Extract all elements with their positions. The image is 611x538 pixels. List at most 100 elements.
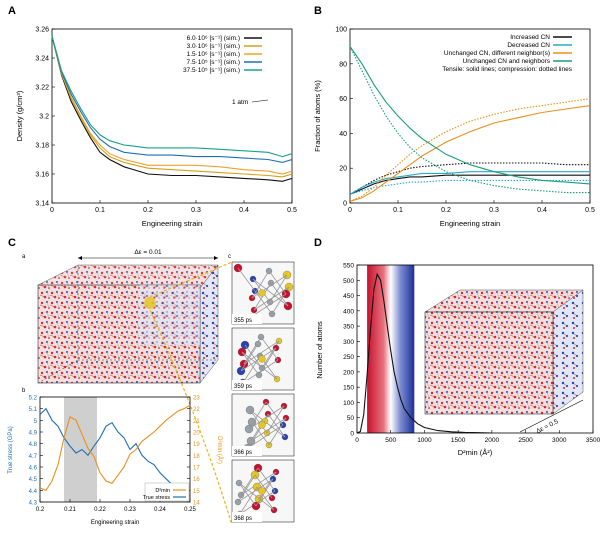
c-ytick-label: 4.6 — [29, 466, 38, 472]
b-xtick-label: 0.2 — [441, 207, 451, 214]
c-y2tick-label: 16 — [193, 477, 200, 483]
b-series-line — [349, 46, 591, 185]
panel-a-annotation: 1 atm — [232, 99, 248, 106]
d-xtick-label: 1000 — [417, 437, 432, 444]
connector-bottom — [149, 309, 233, 526]
molecular-box-d: Δε = 0.5 — [424, 289, 584, 435]
panel-b-legend-label: Unchanged CN, different neighbor(s) — [444, 50, 550, 57]
d-xtick-label: 1500 — [451, 437, 466, 444]
a-series-line — [51, 36, 293, 178]
a-ytick-label: 3.26 — [35, 27, 49, 34]
panel-c-xlabel: Engineering strain — [91, 520, 139, 526]
b-series-line — [349, 46, 590, 194]
b-xtick-label: 0.5 — [585, 207, 595, 214]
d-ytick-label: 300 — [343, 339, 354, 346]
panel-d-ylabel: Number of atoms — [315, 321, 324, 379]
molecular-box-a: Δε = 0.01 — [37, 249, 219, 384]
panel-c-sub-c: c — [228, 254, 231, 260]
d-ytick-label: 150 — [343, 385, 354, 392]
panel-a-letter: A — [8, 5, 16, 17]
c-ytick-label: 4.7 — [29, 454, 38, 460]
d-xtick-label: 3000 — [552, 437, 567, 444]
a-ytick-label: 3.2 — [39, 114, 49, 121]
c-ytick-label: 4.4 — [29, 489, 38, 495]
panel-d-chart: 0 500 1000 1500 2000 2500 3000 3500 0 50 100 150 20… — [315, 263, 601, 458]
d-ytick-label: 200 — [343, 369, 354, 376]
snapshot-time-label: 368 ps — [234, 516, 252, 522]
panel-b-xlabel: Engineering strain — [440, 219, 500, 228]
panel-b-letter: B — [314, 5, 322, 17]
panel-a-legend-label: 6.0·10⁶ [s⁻¹] (sim.) — [187, 35, 240, 42]
a-ytick-label: 3.18 — [35, 143, 49, 150]
c-series-line — [39, 404, 191, 491]
panel-c-strain-label: Δε = 0.01 — [134, 249, 162, 256]
snapshot-time-label: 355 ps — [234, 318, 252, 324]
b-ytick-label: 20 — [339, 166, 347, 173]
c-xtick-label: 0.22 — [94, 507, 106, 513]
b-ytick-label: 0 — [343, 201, 347, 208]
c-ytick-label: 4.3 — [29, 501, 38, 507]
panel-d-xlabel: D²min (Å²) — [458, 448, 493, 457]
b-series-line — [349, 98, 591, 202]
c-y2tick-label: 21 — [193, 419, 200, 425]
panel-a-legend-label: 37.5·10⁵ [s⁻¹] (sim.) — [183, 67, 240, 74]
d-ytick-label: 400 — [343, 308, 354, 315]
panel-c-sub-a: a — [22, 254, 26, 260]
b-xtick-label: 0.4 — [537, 207, 547, 214]
c-y2tick-label: 18 — [193, 454, 200, 460]
b-ytick-label: 80 — [339, 61, 347, 68]
c-ytick-label: 4.5 — [29, 477, 38, 483]
a-xtick-label: 0.3 — [191, 207, 201, 214]
panel-b-frame — [349, 28, 591, 204]
annotation-arrow — [251, 99, 269, 103]
panel-c-legend-label: True stress — [143, 495, 171, 501]
a-ytick-label: 3.14 — [35, 201, 49, 208]
snapshot-1: 359 ps — [231, 327, 295, 391]
panel-b-legend-note: Tensile: solid lines; compression: dotte… — [442, 66, 572, 73]
panel-a-frame — [51, 28, 293, 204]
c-y2tick-label: 15 — [193, 489, 200, 495]
d-ytick-label: 250 — [343, 354, 354, 361]
c-y2tick-label: 20 — [193, 431, 200, 437]
panel-c-chart: 0.2 0.21 0.22 0.23 0.24 0.25 4.3 4.4 4.5 4.6 4.7 4… — [8, 396, 223, 527]
snapshot-2: 366 ps — [231, 393, 295, 457]
d-xtick-label: 2500 — [518, 437, 533, 444]
d-series-line — [356, 272, 492, 434]
b-series-line — [349, 174, 590, 195]
b-ytick-label: 60 — [339, 96, 347, 103]
d-ytick-label: 50 — [347, 415, 355, 422]
b-series-line — [349, 171, 590, 195]
d-xtick-label: 500 — [385, 437, 396, 444]
d-ytick-label: 350 — [343, 324, 354, 331]
d-ytick-label: 500 — [343, 278, 354, 285]
c-xtick-label: 0.23 — [124, 507, 136, 513]
panel-a-xlabel: Engineering strain — [142, 219, 202, 228]
a-xtick-label: 0.4 — [239, 207, 249, 214]
snapshot-column: 355 ps 359 ps 366 ps 368 ps — [231, 261, 295, 523]
c-y2tick-label: 14 — [193, 501, 200, 507]
panel-a-ylabel: Density (g/cm³) — [15, 90, 24, 141]
b-xtick-label: 0 — [348, 207, 352, 214]
panel-b-legend-label: Increased CN — [510, 34, 550, 41]
panel-c-letter: C — [8, 237, 16, 249]
a-series-line — [51, 36, 293, 175]
panel-c-y2label: D²min (Å²) — [216, 436, 223, 464]
snapshot-0: 355 ps — [231, 261, 295, 325]
panel-b-chart: 0 0.1 0.2 0.3 0.4 0.5 0 20 40 60 80 100 Increased … — [313, 27, 595, 229]
c-xtick-label: 0.25 — [184, 507, 196, 513]
d-ytick-label: 550 — [343, 263, 354, 270]
a-xtick-label: 0.5 — [287, 207, 297, 214]
a-ytick-label: 3.24 — [35, 56, 49, 63]
panel-d-letter: D — [314, 237, 322, 249]
panel-b-legend-label: Unchanged CN and neighbors — [463, 58, 551, 65]
d-xtick-label: 2000 — [485, 437, 500, 444]
a-xtick-label: 0.1 — [95, 207, 105, 214]
panel-d-strain-label: Δε = 0.5 — [535, 418, 560, 435]
c-xtick-label: 0.24 — [154, 507, 166, 513]
a-series-line — [51, 36, 293, 163]
c-ytick-label: 5 — [34, 419, 38, 425]
b-series-line — [349, 105, 591, 202]
panel-a-legend-label: 7.5·10⁵ [s⁻¹] (sim.) — [187, 59, 240, 66]
panel-c-legend-label: D²min — [155, 488, 170, 494]
